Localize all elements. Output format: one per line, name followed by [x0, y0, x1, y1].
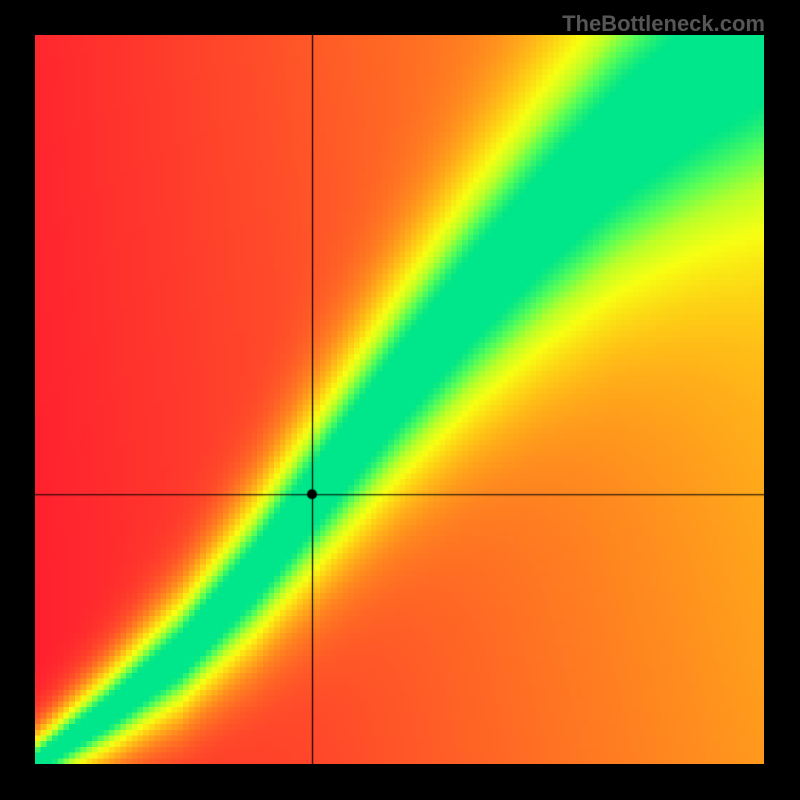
watermark-text: TheBottleneck.com	[562, 11, 765, 37]
chart-container: TheBottleneck.com	[0, 0, 800, 800]
bottleneck-heatmap	[35, 35, 764, 764]
